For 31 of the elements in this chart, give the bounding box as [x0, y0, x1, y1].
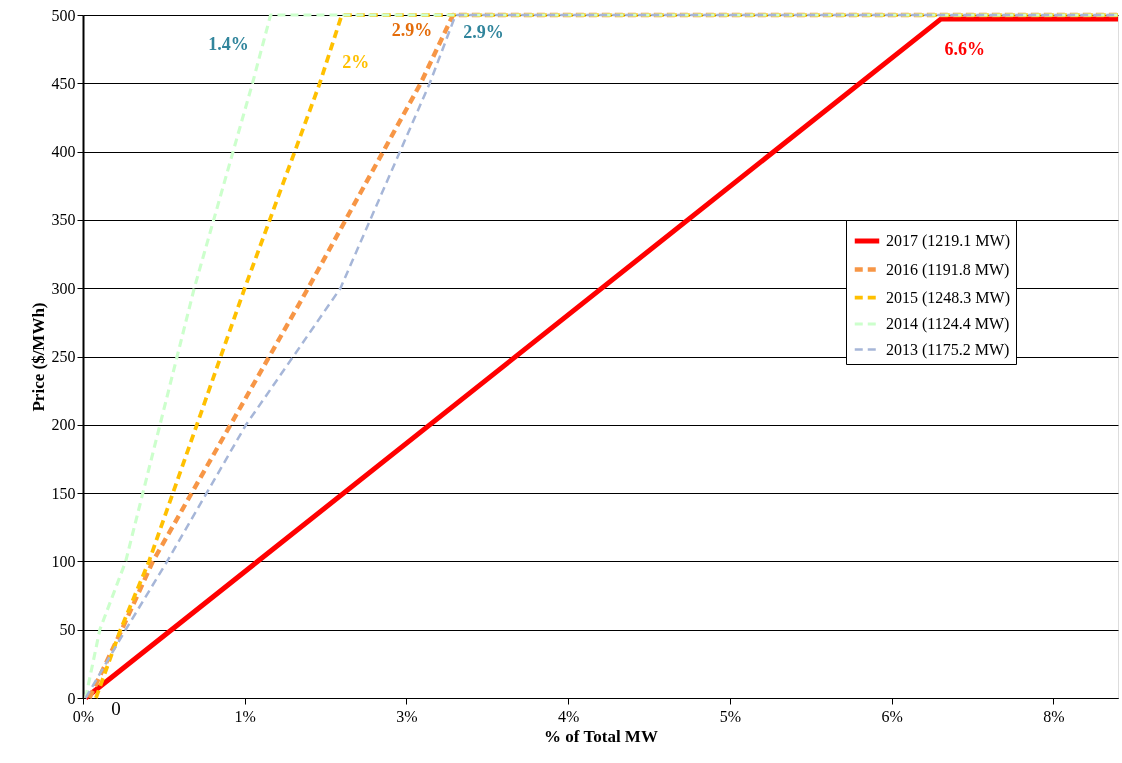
legend-label: 2014 (1124.4 MW) [886, 315, 1010, 333]
x-tick-label: 6% [881, 707, 903, 725]
y-tick-label: 250 [51, 348, 76, 365]
x-tick-label: 4% [557, 707, 580, 725]
legend-label: 2017 (1219.1 MW) [886, 232, 1010, 250]
legend-label: 2015 (1248.3 MW) [886, 288, 1010, 307]
y-tick-label: 450 [51, 74, 76, 92]
x-tick-label: 1% [234, 707, 256, 725]
x-tick-label: 0% [72, 707, 95, 725]
legend-label: 2013 (1175.2 MW) [886, 340, 1010, 359]
annotation: 6.6% [944, 39, 986, 60]
legend-label: 2016 (1191.8 MW) [886, 260, 1010, 279]
y-axis-title: Price ($/MWh) [28, 302, 48, 412]
y-tick-label: 0 [67, 689, 76, 707]
y-tick-label: 500 [51, 6, 76, 24]
y-tick-label: 300 [51, 279, 76, 297]
x-tick-label: 5% [719, 707, 742, 725]
annotation: 2% [342, 52, 370, 72]
y-tick-label: 350 [51, 211, 76, 229]
annotation: 0 [111, 698, 121, 719]
x-tick-label: 8% [1043, 707, 1065, 725]
annotation: 2.9% [391, 20, 433, 40]
annotation: 2.9% [463, 22, 504, 42]
y-tick-label: 50 [59, 621, 76, 639]
x-tick-label: 3% [396, 707, 418, 725]
y-tick-label: 200 [51, 416, 76, 434]
y-tick-label: 400 [51, 143, 76, 161]
y-tick-label: 150 [51, 484, 76, 502]
annotation: 1.4% [208, 34, 249, 54]
y-tick-label: 100 [51, 552, 76, 570]
x-axis-title: % of Total MW [544, 726, 658, 746]
